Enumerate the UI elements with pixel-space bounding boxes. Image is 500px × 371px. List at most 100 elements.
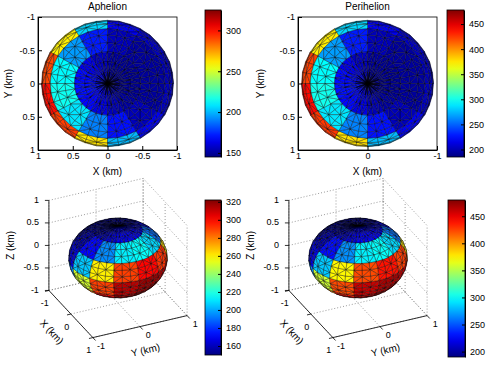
facet	[103, 225, 111, 226]
facet	[105, 242, 110, 249]
facet	[400, 84, 409, 91]
facet	[417, 84, 424, 94]
colorbar-axis-tick-mark	[218, 153, 221, 154]
grid-line	[143, 178, 187, 225]
colorbar-axis-tick: 150	[218, 148, 241, 158]
facet	[49, 54, 54, 65]
facet	[433, 84, 434, 95]
colorbar-axis-tick-mark	[461, 74, 464, 75]
facet	[368, 94, 372, 105]
facet	[345, 142, 356, 145]
x-axis-tick-label: -1	[433, 151, 441, 161]
facet	[149, 84, 158, 92]
facet	[96, 82, 107, 84]
facet	[108, 94, 112, 104]
facet	[113, 226, 118, 230]
facet	[100, 84, 107, 92]
facet	[112, 237, 117, 243]
facet	[85, 85, 96, 87]
facet	[73, 266, 78, 272]
y-axis-tick-label: -1	[27, 12, 35, 22]
grid-line	[143, 246, 187, 293]
colorbar-axis-tick-label: 400	[469, 45, 484, 55]
colorbar-axis-tick-mark	[218, 112, 221, 113]
colorbar-axis: 200250300350400450	[461, 11, 484, 158]
y-axis-tick-mark	[38, 84, 42, 85]
facet	[108, 62, 110, 73]
facet	[118, 226, 123, 230]
facet	[108, 131, 118, 138]
facet	[345, 142, 356, 146]
facet	[368, 30, 378, 36]
facet	[161, 102, 166, 113]
facet	[106, 94, 108, 105]
facet	[125, 220, 132, 221]
facet	[114, 231, 117, 237]
facet	[387, 73, 398, 76]
y-axis-tick-label: 0	[290, 79, 295, 89]
facet	[108, 52, 114, 62]
facet	[360, 94, 366, 104]
grid-line	[143, 223, 187, 270]
facet	[368, 24, 379, 29]
y-axis-tick-mark	[298, 17, 302, 18]
colorbar-axis-line	[464, 11, 465, 158]
facet	[107, 73, 108, 84]
facet	[98, 132, 108, 138]
facet	[387, 91, 396, 99]
facet	[364, 62, 368, 72]
facet	[368, 115, 374, 125]
facet	[118, 225, 126, 226]
facet	[118, 85, 128, 90]
colorbar-axis-tick-mark	[218, 30, 221, 31]
facet	[326, 76, 335, 83]
facet	[146, 272, 153, 278]
y-axis-tick: 0.5	[22, 112, 42, 122]
x-axis-tick-label: 0.5	[67, 151, 80, 161]
facet	[311, 74, 318, 84]
facet	[57, 84, 65, 92]
x-axis-tick: 0	[365, 146, 370, 161]
facet	[358, 132, 368, 138]
colorbar-axis-tick-label: 250	[226, 67, 241, 77]
title: Aphelion	[88, 1, 127, 12]
facet	[345, 84, 356, 88]
facet	[127, 91, 136, 99]
facet	[108, 44, 115, 53]
facet	[368, 131, 378, 138]
y-axis-tick-label: 0	[30, 79, 35, 89]
facet	[90, 275, 98, 281]
facet	[112, 226, 118, 230]
y-axis-tick: -1	[27, 12, 42, 22]
facet	[98, 131, 108, 137]
facet	[351, 102, 360, 111]
facet	[378, 80, 389, 82]
facet	[368, 84, 377, 91]
facet	[117, 220, 119, 223]
grid-line	[49, 201, 143, 223]
facet	[390, 84, 400, 89]
y-axis-tick-label: -1	[287, 12, 295, 22]
facet	[83, 272, 90, 278]
y-axis-tick: 1	[30, 145, 42, 155]
facet	[118, 226, 122, 231]
facet	[115, 295, 122, 297]
facet	[358, 29, 368, 36]
facet	[99, 76, 108, 83]
figure: 10.50-0.5-1-1-0.500.51AphelionX (km)Y (k…	[0, 0, 500, 371]
facet	[106, 84, 108, 95]
facet	[108, 221, 114, 223]
y-axis-tick: 1	[290, 145, 302, 155]
facet	[359, 76, 368, 83]
facet	[99, 29, 108, 36]
facet	[302, 62, 306, 73]
colorbar-axis-tick-mark	[461, 99, 464, 100]
facet	[108, 75, 115, 83]
facet	[108, 84, 117, 91]
facet	[108, 75, 115, 83]
facet	[108, 105, 112, 115]
facet	[96, 82, 107, 84]
facet	[368, 29, 378, 35]
facet	[84, 278, 90, 283]
facet	[356, 82, 367, 84]
